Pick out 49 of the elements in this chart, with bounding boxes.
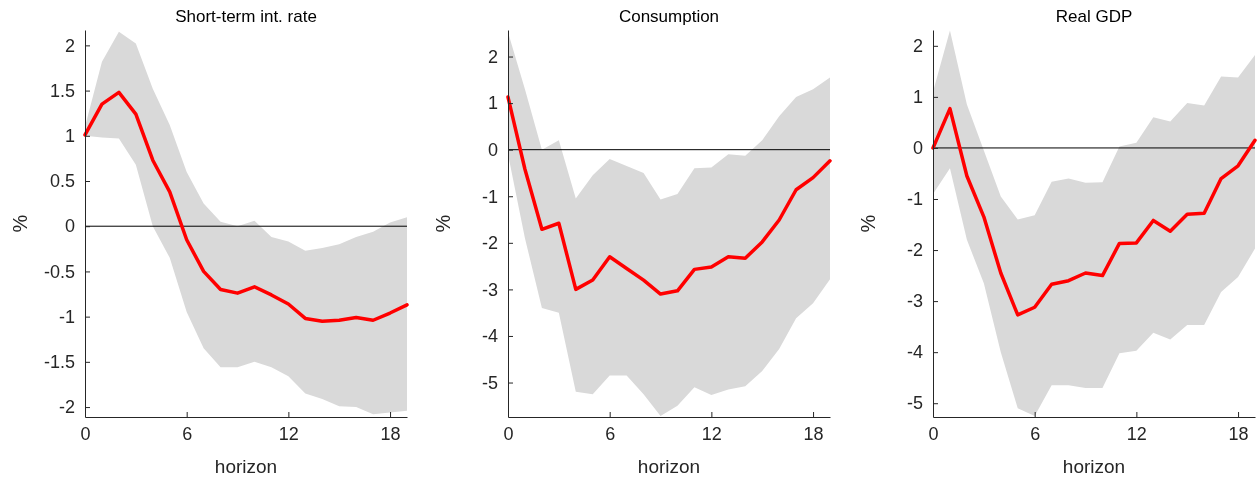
y-tick-label: -2	[906, 240, 923, 261]
x-axis-title: horizon	[637, 456, 701, 477]
line-series	[931, 106, 1257, 317]
y-tick-label: -5	[481, 372, 498, 393]
x-tick-label: 0	[503, 423, 514, 444]
x-tick-label: 0	[928, 423, 939, 444]
y-tick-label: 0	[64, 216, 75, 237]
x-tick-label: 0	[80, 423, 91, 444]
y-axis-title: %	[9, 214, 31, 233]
y-tick-label: -4	[481, 326, 498, 347]
chart-title: Consumption	[618, 7, 720, 26]
x-axis-title: horizon	[1062, 456, 1126, 477]
y-tick-label: 1.5	[49, 80, 75, 101]
y-tick-label: 2	[487, 46, 498, 67]
x-tick-label: 12	[701, 423, 722, 444]
x-tick-label: 6	[1030, 423, 1041, 444]
x-tick-label: 12	[278, 423, 299, 444]
y-axis-title: %	[857, 214, 879, 233]
y-tick-label: 0	[487, 139, 498, 160]
line-series	[83, 90, 409, 323]
y-tick-label: -0.5	[43, 261, 75, 282]
y-tick-label: -3	[906, 291, 923, 312]
y-tick-label: -5	[906, 393, 923, 414]
y-tick-label: -1.5	[43, 352, 75, 373]
x-tick-label: 18	[380, 423, 401, 444]
y-tick-label: 1	[487, 93, 498, 114]
y-tick-label: 2	[64, 35, 75, 56]
x-tick-label: 6	[182, 423, 193, 444]
x-axis-title: horizon	[214, 456, 278, 477]
x-tick-label: 18	[803, 423, 824, 444]
y-tick-label: -1	[481, 186, 498, 207]
y-tick-label: -2	[481, 233, 498, 254]
x-tick-label: 18	[1228, 423, 1249, 444]
y-tick-label: 2	[912, 36, 923, 57]
y-tick-label: 0.5	[49, 171, 75, 192]
y-tick-label: 0	[912, 138, 923, 159]
y-tick-label: -2	[58, 397, 75, 418]
y-tick-label: 1	[912, 87, 923, 108]
y-tick-label: -1	[906, 189, 923, 210]
chart-title: Real GDP	[1055, 7, 1133, 26]
y-axis-title: %	[432, 214, 454, 233]
chart-title: Short-term int. rate	[175, 7, 317, 26]
x-tick-label: 6	[605, 423, 616, 444]
line-series	[506, 95, 832, 296]
y-tick-label: -4	[906, 342, 923, 363]
y-tick-label: 1	[64, 126, 75, 147]
y-tick-label: -3	[481, 279, 498, 300]
x-tick-label: 12	[1126, 423, 1147, 444]
y-tick-label: -1	[58, 306, 75, 327]
